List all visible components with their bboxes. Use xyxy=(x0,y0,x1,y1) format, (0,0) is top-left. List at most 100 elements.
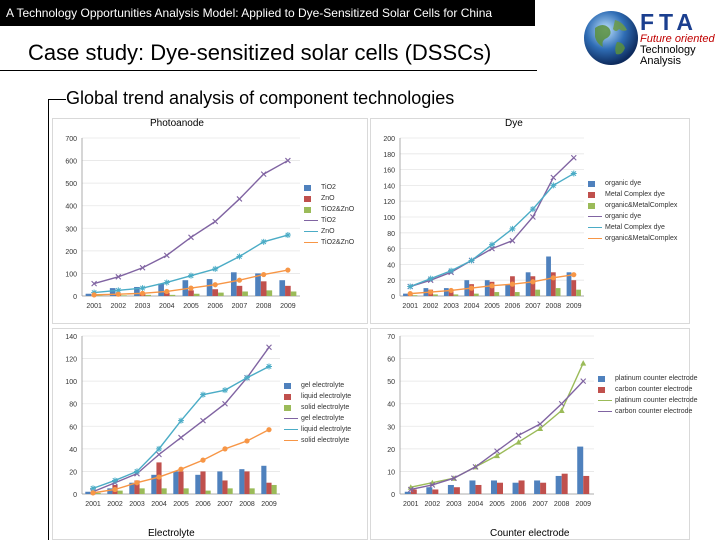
point-marker xyxy=(558,400,565,407)
legend-label: TiO2 xyxy=(321,217,336,224)
bar-carbon-counter-electrode xyxy=(518,480,525,494)
bar-platinum-counter-electrode xyxy=(404,491,411,494)
electrolyte-title: Electrolyte xyxy=(148,528,195,539)
point-marker xyxy=(236,253,243,260)
legend-label: organic&MetalComplex xyxy=(605,235,678,242)
x-tick-label: 2003 xyxy=(129,501,145,508)
x-tick-label: 2005 xyxy=(489,501,505,508)
point-marker xyxy=(156,445,162,452)
legend-item: Metal Complex dye xyxy=(588,189,677,200)
legend-label: TiO2&ZnO xyxy=(321,206,355,213)
y-tick-label: 300 xyxy=(65,226,77,233)
legend-line xyxy=(588,216,602,217)
bar-organic-metalcomplex xyxy=(494,292,500,296)
bar-liquid-electrolyte xyxy=(244,471,250,494)
point-marker xyxy=(529,206,536,213)
y-tick-label: 100 xyxy=(65,379,77,386)
point-marker xyxy=(260,171,267,178)
y-tick-label: 0 xyxy=(73,294,77,301)
point-marker xyxy=(515,432,522,439)
point-marker xyxy=(156,474,162,480)
y-tick-label: 120 xyxy=(383,199,395,206)
bar-liquid-electrolyte xyxy=(134,480,140,494)
bar-tio2 xyxy=(158,283,164,296)
point-marker xyxy=(494,452,500,459)
legend-label: organic&MetalComplex xyxy=(605,202,678,209)
bar-gel-electrolyte xyxy=(195,474,201,494)
point-marker xyxy=(509,237,516,244)
legend-line xyxy=(304,220,318,221)
legend-item: Metal Complex dye xyxy=(588,222,677,233)
point-marker xyxy=(134,468,140,475)
legend-label: liquid electrolyte xyxy=(301,426,352,433)
legend-swatch xyxy=(304,207,311,213)
y-tick-label: 140 xyxy=(383,183,395,190)
bar-solid-electrolyte xyxy=(271,484,277,494)
x-tick-label: 2001 xyxy=(85,501,101,508)
point-marker xyxy=(448,287,454,294)
point-marker xyxy=(489,283,495,289)
point-marker xyxy=(261,271,267,278)
point-marker xyxy=(200,391,206,398)
y-tick-label: 140 xyxy=(65,334,77,341)
bar-tio2-zno xyxy=(121,295,127,296)
point-marker xyxy=(407,291,413,297)
point-marker xyxy=(90,485,96,492)
bar-solid-electrolyte xyxy=(205,490,211,494)
legend-label: TiO2 xyxy=(321,184,336,191)
y-tick-label: 120 xyxy=(65,357,77,364)
point-marker xyxy=(472,464,479,470)
bar-carbon-counter-electrode xyxy=(497,482,503,494)
bar-gel-electrolyte xyxy=(151,474,157,494)
y-tick-label: 60 xyxy=(387,357,395,364)
legend-line xyxy=(284,429,298,430)
bar-platinum-counter-electrode xyxy=(426,487,433,494)
x-tick-label: 2001 xyxy=(403,501,419,508)
x-tick-label: 2007 xyxy=(525,303,541,310)
y-tick-label: 200 xyxy=(383,136,395,143)
bar-organic-metalcomplex xyxy=(412,295,418,296)
bar-organic-dye xyxy=(505,284,511,296)
point-marker xyxy=(580,360,587,366)
legend-item: TiO2 xyxy=(304,215,354,226)
point-marker xyxy=(427,275,434,282)
slide-subtitle: Global trend analysis of component techn… xyxy=(66,88,455,108)
bar-platinum-counter-electrode xyxy=(577,446,584,494)
legend-label: liquid electrolyte xyxy=(301,393,352,400)
bar-tio2 xyxy=(182,280,189,296)
bar-solid-electrolyte xyxy=(117,490,123,494)
y-tick-label: 70 xyxy=(387,334,395,341)
legend-swatch xyxy=(284,394,291,400)
panel-frame xyxy=(52,328,368,540)
point-marker xyxy=(448,267,455,274)
point-marker xyxy=(115,291,121,297)
bar-gel-electrolyte xyxy=(129,482,135,494)
point-marker xyxy=(188,285,194,291)
x-tick-label: 2008 xyxy=(546,303,562,310)
chart-dye: 0 20 40 60 80 100 120 140 160 180 200 2001 2002 2003 2… xyxy=(370,118,690,324)
bar-liquid-electrolyte xyxy=(200,471,206,494)
bar-gel-electrolyte xyxy=(107,488,113,494)
legend-item: TiO2&ZnO xyxy=(304,204,354,215)
bar-organic-metalcomplex xyxy=(433,294,438,296)
y-tick-label: 700 xyxy=(65,136,77,143)
bar-zno xyxy=(285,285,291,296)
point-marker xyxy=(494,448,500,455)
point-marker xyxy=(285,267,291,273)
legend-swatch xyxy=(284,383,291,389)
bar-liquid-electrolyte xyxy=(178,471,184,494)
y-tick-label: 60 xyxy=(387,247,395,254)
bar-tio2 xyxy=(206,279,213,296)
subtitle-connector xyxy=(48,99,66,100)
x-tick-label: 2008 xyxy=(256,303,272,310)
y-tick-label: 60 xyxy=(69,424,77,431)
legend-label: carbon counter electrode xyxy=(615,386,693,393)
chart-electrolyte: 0 20 40 60 80 100 120 140 2001 2002 2003 2004 2005 20… xyxy=(52,328,368,540)
x-tick-label: 2005 xyxy=(173,501,189,508)
point-marker xyxy=(468,285,475,291)
legend-label: platinum counter electrode xyxy=(615,397,698,404)
bar-tio2-zno xyxy=(242,291,248,296)
point-marker xyxy=(139,264,146,271)
chart-counter-electrode: 0 10 20 30 40 50 60 70 2001 2002 2003 2004 2005 2006 2… xyxy=(370,328,698,540)
left-vertical-rule xyxy=(48,99,49,540)
